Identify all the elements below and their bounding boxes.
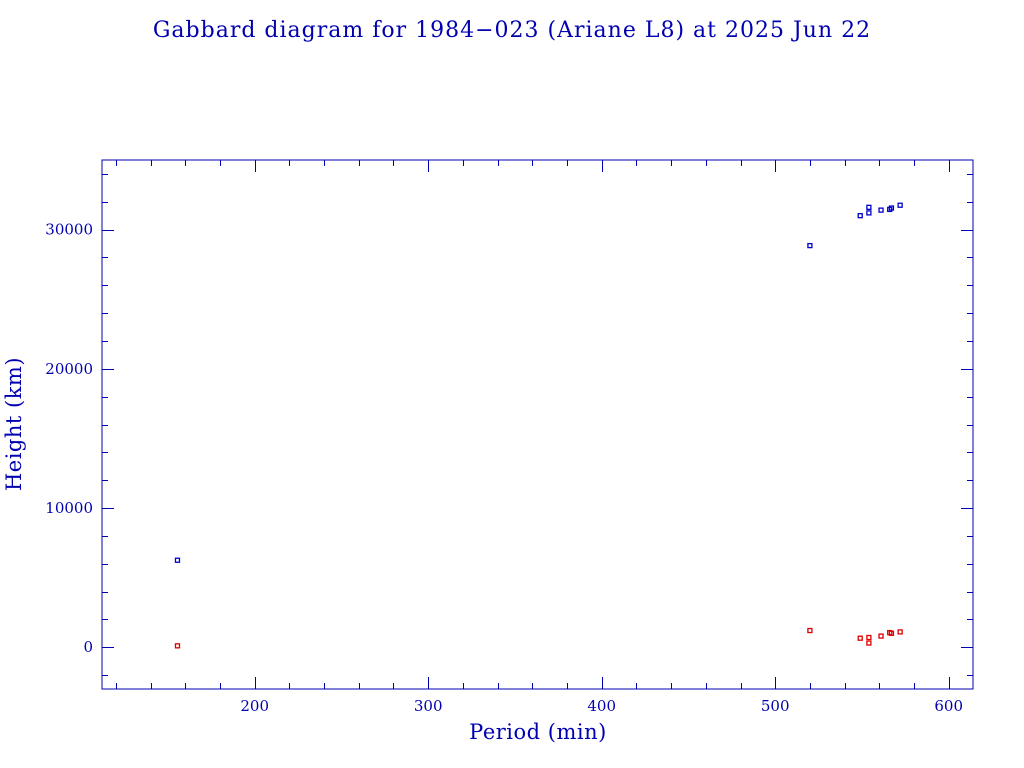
x-tick-label: 300 <box>414 697 443 715</box>
perigee-point <box>857 635 863 641</box>
perigee-point <box>866 640 872 646</box>
y-tick-label: 0 <box>83 638 93 656</box>
apogee-point <box>807 242 813 249</box>
apogee-point <box>866 204 872 210</box>
x-axis-label: Period (min) <box>469 720 607 744</box>
x-tick-label: 400 <box>587 697 616 715</box>
y-tick-label: 10000 <box>45 499 93 517</box>
y-axis-label: Height (km) <box>2 357 26 491</box>
perigee-point <box>807 627 813 634</box>
apogee-point <box>897 202 903 208</box>
perigee-point <box>888 630 895 636</box>
perigee-point <box>174 643 181 649</box>
plot-frame <box>101 159 974 690</box>
apogee-point <box>866 210 872 216</box>
x-tick-label: 600 <box>934 697 963 715</box>
y-tick-label: 20000 <box>45 360 93 378</box>
axis-ticks <box>102 160 973 689</box>
apogee-point <box>888 205 895 211</box>
x-tick-labels: 200 300 400 500 600 <box>240 697 963 715</box>
chart-title: Gabbard diagram for 1984−023 (Ariane L8)… <box>153 18 871 43</box>
y-tick-label: 30000 <box>45 221 93 239</box>
apogee-point <box>857 213 863 219</box>
apogee-point <box>174 557 181 563</box>
perigee-point <box>866 634 872 641</box>
x-tick-label: 500 <box>761 697 790 715</box>
perigee-point <box>878 633 884 639</box>
perigee-point <box>897 629 903 635</box>
data-points <box>174 202 903 649</box>
y-tick-labels: 0 10000 20000 30000 <box>45 221 93 657</box>
apogee-point <box>878 207 884 213</box>
x-tick-label: 200 <box>240 697 269 715</box>
